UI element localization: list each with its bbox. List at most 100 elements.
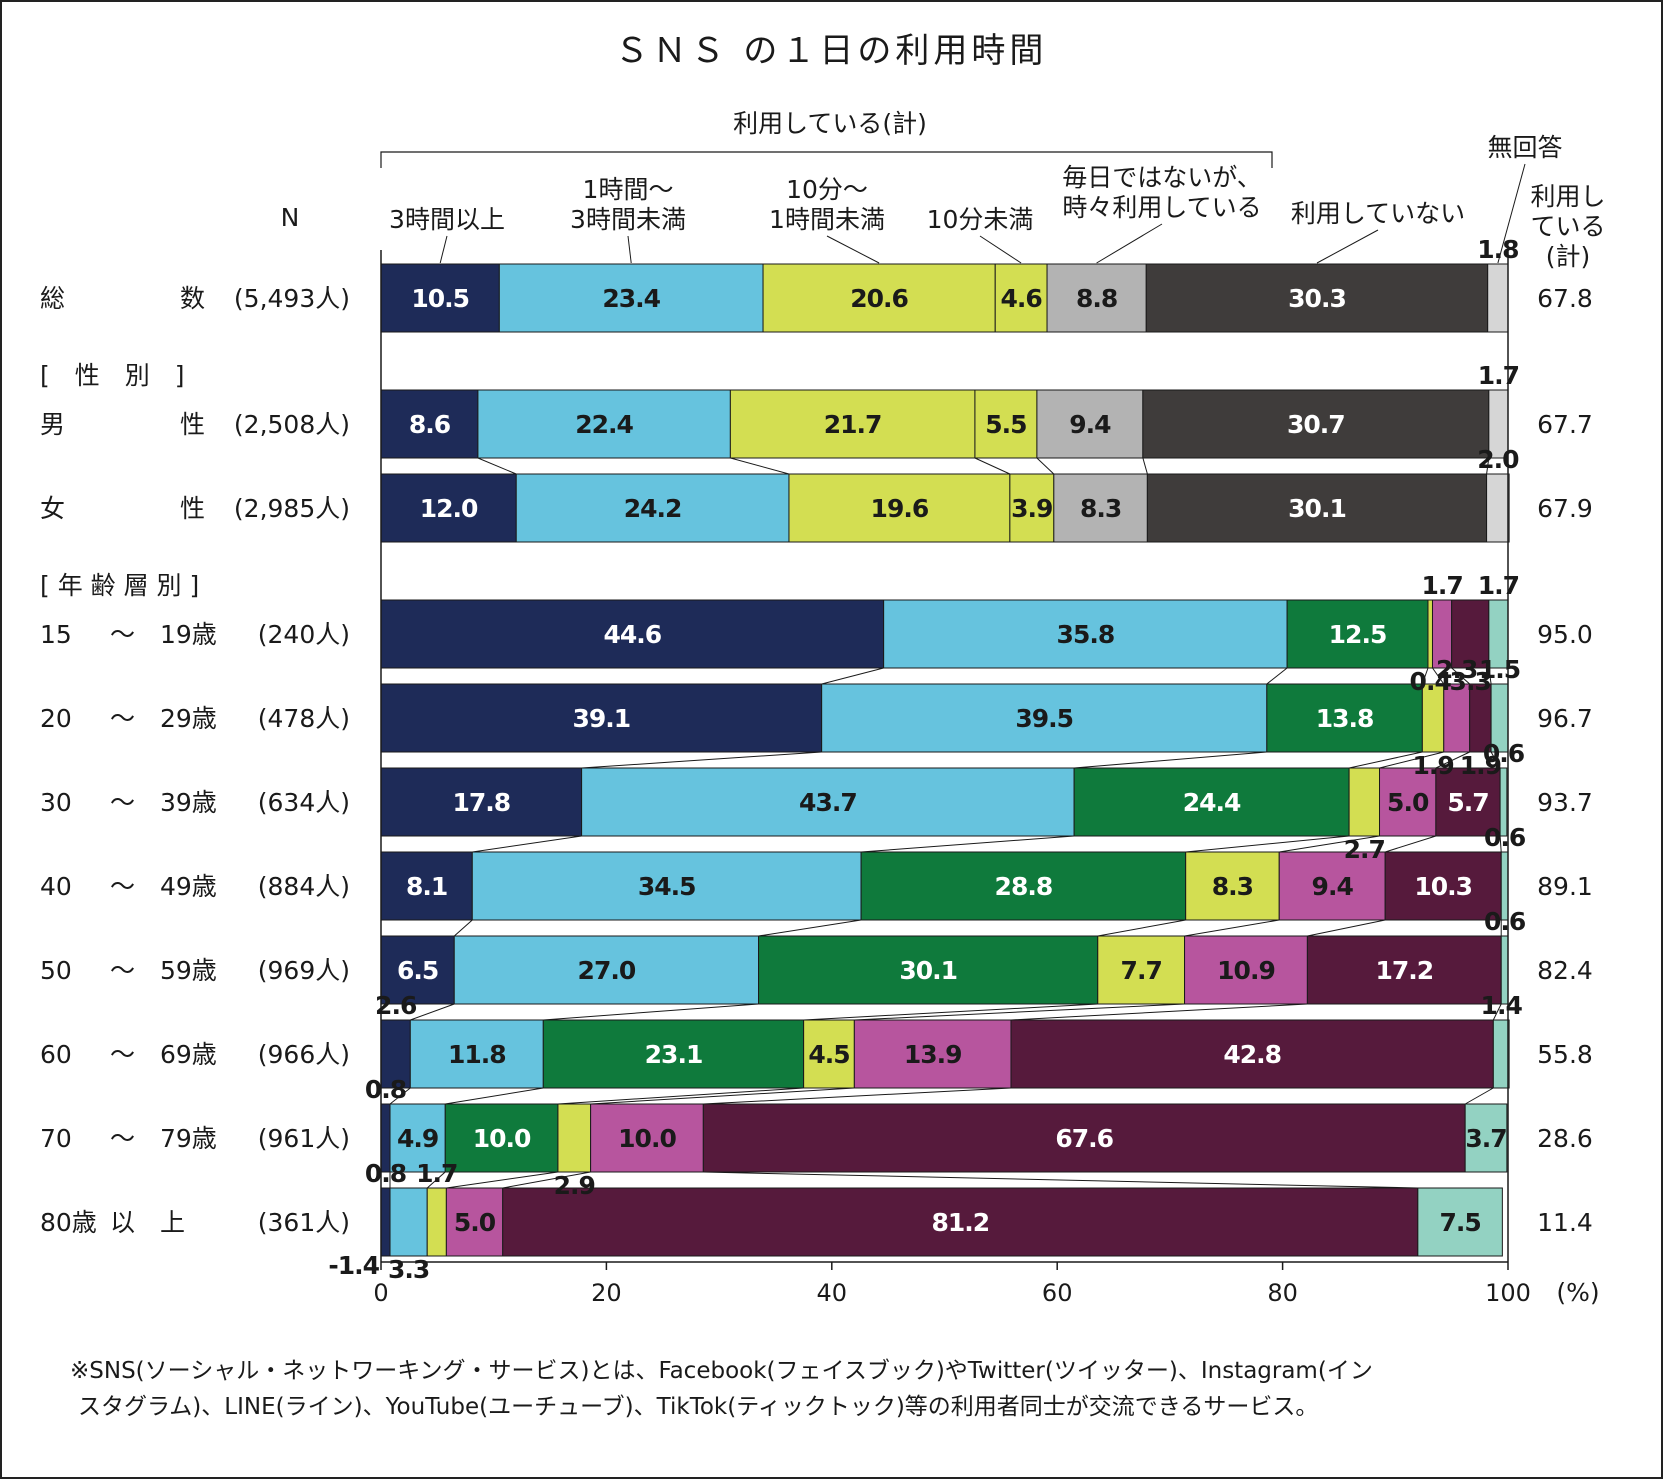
bar-segment-r5-s0: [380, 767, 583, 837]
x-tick-label-1: 20: [591, 1279, 622, 1307]
legend-label-5-0: 利用していない: [1291, 199, 1465, 228]
connector-r1-2: [730, 457, 790, 475]
data-label-r9-s4: 10.0: [618, 1124, 676, 1153]
bar-segment-r5-s3: [1348, 767, 1381, 837]
connector-r7-5: [1010, 1003, 1308, 1021]
legend-label-3-0: 10分未満: [927, 205, 1034, 234]
bar-segment-r8-s3: [803, 1019, 855, 1089]
connector-r8-3: [557, 1087, 804, 1105]
data-label-r5-s5: 5.7: [1447, 788, 1488, 817]
bar-segment-r9-s6: [1464, 1103, 1508, 1173]
connector-r1-6: [1486, 457, 1490, 475]
row-label-8-0: 60: [40, 1040, 72, 1069]
connector-r4-3: [1348, 751, 1423, 769]
row-total-10: 11.4: [1537, 1208, 1593, 1237]
x-tick-label-3: 60: [1042, 1279, 1073, 1307]
data-label-r4-s2: 13.8: [1316, 704, 1374, 733]
row-label-10-1: 以: [110, 1208, 135, 1237]
bar-segment-r10-s0: [380, 1187, 391, 1257]
bar-segment-r1-s1: [477, 389, 731, 459]
data-label-r4-s0: 39.1: [572, 704, 630, 733]
data-label-r1-s5: 30.7: [1287, 410, 1345, 439]
row-total-1: 67.7: [1537, 410, 1593, 439]
row-label-7-1: ～: [110, 956, 135, 985]
bar-segment-r10-s1: [389, 1187, 428, 1257]
row-label-2-a: 女: [40, 494, 65, 523]
legend-pointer-0: [439, 235, 448, 264]
data-label-r7-s2: 30.1: [899, 956, 957, 985]
connector-r3-3: [1421, 667, 1429, 685]
row-label-8-1: ～: [110, 1040, 135, 1069]
connector-r9-2: [426, 1171, 446, 1189]
connector-r9-4: [502, 1171, 591, 1189]
bar-segment-r10-s5: [1417, 1187, 1503, 1257]
bar-segment-r2-s4: [1053, 473, 1148, 543]
connector-r7-2: [543, 1003, 759, 1021]
data-label-r1-s4: 9.4: [1069, 410, 1111, 439]
data-label-r8-s4: 13.9: [904, 1040, 962, 1069]
x-axis: 0 20 40 60 80 100: [373, 250, 1531, 1307]
connector-r5-6: [1499, 835, 1502, 853]
row-label-6-0: 40: [40, 872, 72, 901]
bar-segment-r5-s5: [1435, 767, 1501, 837]
connector-r6-2: [758, 919, 862, 937]
row-n-7: (969人): [258, 956, 350, 985]
row-label-1-b: 性: [180, 410, 205, 439]
data-label-r3-s1: 35.8: [1057, 620, 1115, 649]
data-label-r3-s2: 12.5: [1329, 620, 1387, 649]
data-label-r3-s5: 3.3: [1450, 667, 1491, 696]
data-label-r7-s5: 17.2: [1375, 956, 1433, 985]
row-label-8-2: 69歳: [160, 1040, 217, 1069]
connector-r4-4: [1379, 751, 1444, 769]
row-n-9: (961人): [258, 1124, 350, 1153]
row-n-1: (2,508人): [234, 410, 350, 439]
data-label-r6-s4: 9.4: [1312, 872, 1354, 901]
bar-segment-r6-s5: [1384, 851, 1502, 921]
connector-r3-4: [1432, 667, 1445, 685]
data-label-r5-s0: 17.8: [452, 788, 510, 817]
row-labels: 総数 (5,493人) 67.8男性 (2,508人) 67.7女性 (2,985人) 67…: [40, 284, 1593, 1237]
data-label-r6-s2: 28.8: [995, 872, 1053, 901]
row-label-0-a: 総: [40, 284, 65, 313]
data-label-r10-s2: 1.7: [416, 1159, 457, 1188]
connector-r6-3: [1097, 919, 1186, 937]
data-label-r5-s1: 43.7: [799, 788, 857, 817]
bar-segment-r0-s4: [1046, 263, 1147, 333]
bar-segment-r1-s5: [1142, 389, 1490, 459]
row-total-6: 89.1: [1537, 872, 1593, 901]
legend-label-1-1: 3時間未満: [570, 205, 686, 234]
row-total-5: 93.7: [1537, 788, 1593, 817]
row-n-10: (361人): [258, 1208, 350, 1237]
data-label-r4-s3: 1.9: [1412, 751, 1453, 780]
section-label-age: [ 年 齢 層 別 ]: [40, 571, 199, 600]
legend-pointer-1: [627, 235, 632, 264]
data-label-r9-s2: 10.0: [473, 1124, 531, 1153]
connector-r6-1: [453, 919, 473, 937]
row-label-4-2: 29歳: [160, 704, 217, 733]
row-label-10-0: 80歳: [40, 1208, 97, 1237]
connector-r5-4: [1279, 835, 1380, 853]
bar-segment-r6-s2: [860, 851, 1187, 921]
data-label-r9-s6: 3.7: [1465, 1124, 1506, 1153]
bar-segment-r1-s4: [1036, 389, 1144, 459]
connector-r5-5: [1385, 835, 1437, 853]
data-label-r7-s3: 7.7: [1121, 956, 1162, 985]
bar-segment-r7-s5: [1306, 935, 1502, 1005]
data-label-r0-s6: 1.8: [1477, 235, 1518, 264]
chart-title: ＳＮＳ の１日の利用時間: [615, 31, 1048, 71]
data-label-r10-s0: 0.8: [365, 1159, 406, 1188]
bar-segment-r1-s3: [974, 389, 1038, 459]
row-n-6: (884人): [258, 872, 350, 901]
data-label-r8-s0: 2.6: [375, 991, 417, 1020]
bar-segment-r7-s2: [758, 935, 1099, 1005]
row-label-9-1: ～: [110, 1124, 135, 1153]
bars: [380, 263, 1510, 1257]
row-total-4: 96.7: [1537, 704, 1593, 733]
data-label-r8-s3: 4.5: [808, 1040, 849, 1069]
data-label-r0-s3: 4.6: [1000, 284, 1042, 313]
connector-r4-5: [1435, 751, 1470, 769]
row-label-3-1: ～: [110, 620, 135, 649]
data-label-r0-s0: 10.5: [411, 284, 469, 313]
bar-segment-r9-s4: [590, 1103, 704, 1173]
